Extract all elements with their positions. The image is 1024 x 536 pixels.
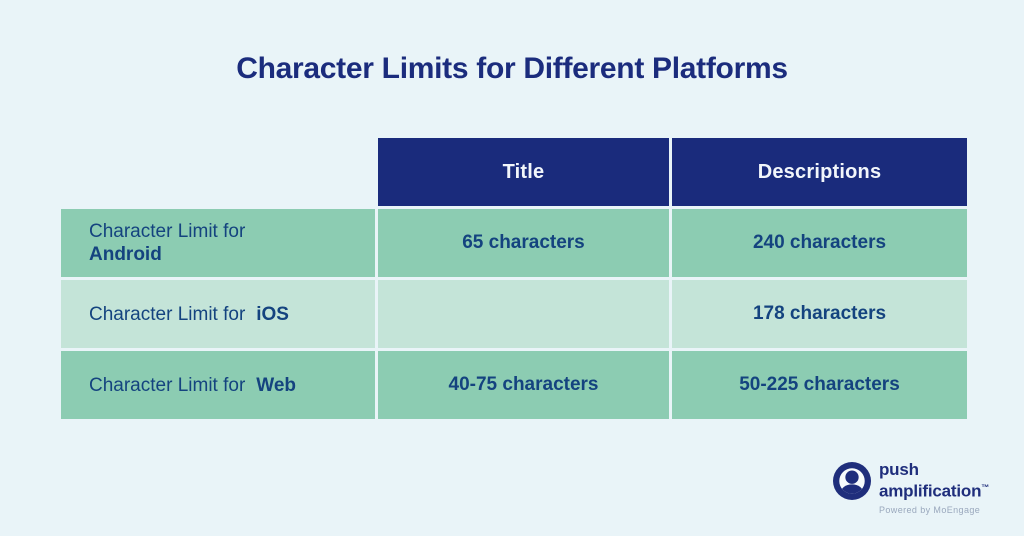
platform-name-android: Android	[89, 244, 162, 265]
row-label-android: Character Limit for Android	[61, 209, 375, 277]
row-label-ios: Character Limit for iOS	[61, 280, 375, 348]
brand-wordmark-line1: push	[879, 460, 919, 479]
brand-wordmark-line2: amplification™	[879, 481, 990, 501]
table-corner-spacer	[61, 138, 375, 206]
web-description-limit: 50-225 characters	[672, 351, 967, 419]
row-label-prefix: Character Limit for	[89, 374, 246, 396]
platform-name-web: Web	[256, 374, 297, 396]
push-amplification-logo: push amplification™ Powered by MoEngage	[833, 461, 989, 515]
column-header-title: Title	[378, 138, 669, 206]
brand-tagline: Powered by MoEngage	[879, 504, 981, 515]
trademark-symbol: ™	[981, 483, 990, 492]
row-label-web: Character Limit for Web	[61, 351, 375, 419]
platform-name-ios: iOS	[256, 303, 289, 325]
ios-title-limit	[378, 280, 669, 348]
android-title-limit: 65 characters	[378, 209, 669, 277]
web-title-limit: 40-75 characters	[378, 351, 669, 419]
page-title: Character Limits for Different Platforms	[236, 52, 788, 85]
android-description-limit: 240 characters	[672, 209, 967, 277]
character-limits-table: Title Descriptions Character Limit for A…	[61, 138, 967, 419]
person-in-circle-icon	[833, 462, 871, 500]
ios-description-limit: 178 characters	[672, 280, 967, 348]
column-header-descriptions: Descriptions	[672, 138, 967, 206]
row-label-prefix: Character Limit for	[89, 303, 246, 325]
row-label-prefix: Character Limit for	[89, 221, 246, 242]
